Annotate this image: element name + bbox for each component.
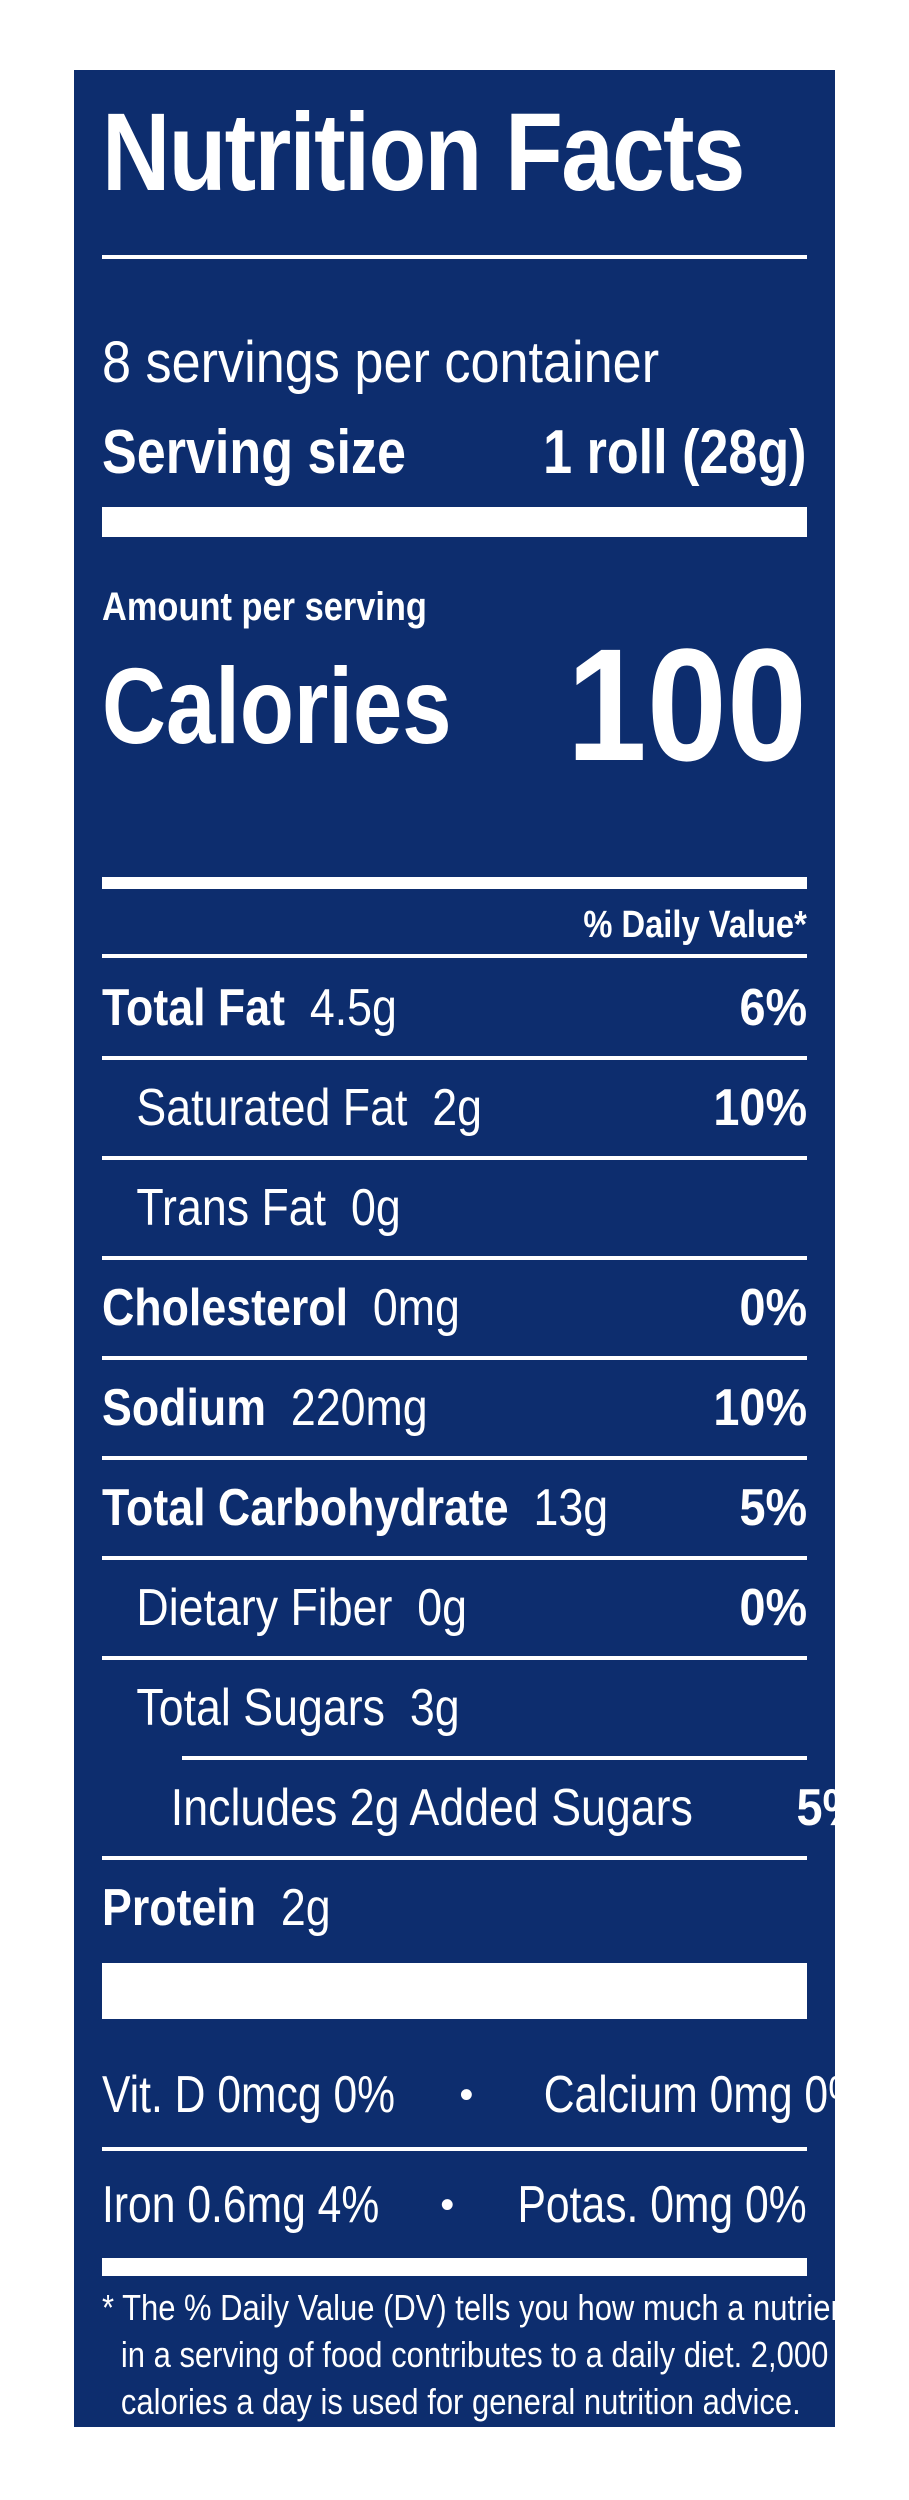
bullet-separator: •	[440, 2182, 455, 2227]
nutrition-facts-panel: Nutrition Facts 8 servings per container…	[74, 70, 866, 2427]
nutrient-row-trans-fat: Trans Fat 0g	[102, 1160, 807, 1256]
nutrient-row-protein: Protein 2g	[102, 1860, 807, 1956]
divider	[102, 1556, 807, 1560]
thick-divider	[102, 507, 807, 537]
nutrient-row-saturated-fat: Saturated Fat 2g 10%	[102, 1060, 807, 1156]
divider	[102, 1156, 807, 1160]
divider	[182, 1756, 807, 1760]
divider	[102, 255, 807, 259]
vitamins-row-2: Iron 0.6mg 4% • Potas. 0mg 0%	[102, 2155, 807, 2255]
divider	[102, 1856, 807, 1860]
nutrient-amount: 3g	[409, 1679, 460, 1737]
divider	[102, 1356, 807, 1360]
serving-size-row: Serving size 1 roll (28g)	[102, 415, 807, 491]
bullet-separator: •	[459, 2072, 474, 2117]
divider	[102, 1256, 807, 1260]
iron: Iron 0.6mg 4%	[102, 2176, 380, 2234]
nutrient-row-total-sugars: Total Sugars 3g	[102, 1660, 807, 1756]
vitamin-d-calcium-left: Vit. D 0mcg 0%	[102, 2066, 396, 2124]
nutrient-row-dietary-fiber: Dietary Fiber 0g 0%	[102, 1560, 807, 1656]
nutrient-name: Includes 2g Added Sugars	[170, 1779, 693, 1837]
vitamins-row-1: Vit. D 0mcg 0% • Calcium 0mg 0%	[102, 2045, 866, 2145]
nutrient-name: Cholesterol	[102, 1279, 349, 1337]
nutrient-amount: 4.5g	[309, 979, 397, 1037]
nutrient-row-total-fat: Total Fat 4.5g 6%	[102, 960, 807, 1056]
nutrient-daily-value: 0%	[739, 1579, 807, 1637]
nutrient-amount: 220mg	[290, 1379, 428, 1437]
divider	[102, 1056, 807, 1060]
nutrient-amount: 2g	[432, 1079, 482, 1137]
nutrient-daily-value: 5%	[739, 1479, 807, 1537]
label-title: Nutrition Facts	[102, 91, 745, 214]
serving-size-value: 1 roll (28g)	[543, 418, 807, 487]
nutrient-daily-value: 5%	[796, 1779, 865, 1837]
nutrient-row-added-sugars: Includes 2g Added Sugars 5%	[102, 1760, 864, 1856]
nutrient-amount: 0mg	[372, 1279, 460, 1337]
amount-per-serving: Amount per serving	[102, 585, 427, 629]
divider	[102, 1656, 807, 1660]
daily-value-header: % Daily Value*	[102, 900, 807, 950]
thick-divider	[102, 1963, 807, 2019]
daily-value-header-text: % Daily Value*	[583, 904, 807, 946]
nutrient-daily-value: 6%	[739, 979, 807, 1037]
footnote-line-3: calories a day is used for general nutri…	[120, 2381, 801, 2422]
nutrient-amount: 13g	[533, 1479, 609, 1537]
nutrient-amount: 0g	[417, 1579, 467, 1637]
calories-value: 100	[566, 615, 807, 794]
nutrient-amount: 0g	[350, 1179, 401, 1237]
nutrient-daily-value: 10%	[713, 1379, 807, 1437]
servings-per-container: 8 servings per container	[102, 330, 660, 395]
nutrient-name: Saturated Fat	[136, 1079, 408, 1137]
nutrient-name: Total Carbohydrate	[102, 1479, 509, 1537]
divider	[102, 2147, 807, 2151]
nutrient-row-total-carbohydrate: Total Carbohydrate 13g 5%	[102, 1460, 807, 1556]
nutrient-name: Dietary Fiber	[136, 1579, 393, 1637]
nutrient-row-cholesterol: Cholesterol 0mg 0%	[102, 1260, 807, 1356]
serving-size-label: Serving size	[102, 418, 406, 487]
medium-divider	[102, 877, 807, 889]
calories-row: Calories 100	[102, 610, 807, 800]
nutrient-name: Protein	[102, 1879, 257, 1937]
footnote-line-2: in a serving of food contributes to a da…	[120, 2334, 829, 2375]
calories-label: Calories	[102, 644, 452, 766]
medium-divider	[102, 2258, 807, 2276]
nutrient-name: Total Sugars	[136, 1679, 385, 1737]
footnote-line-1: * The % Daily Value (DV) tells you how m…	[102, 2287, 857, 2328]
divider	[102, 954, 807, 958]
nutrient-daily-value: 10%	[713, 1079, 807, 1137]
divider	[102, 1456, 807, 1460]
nutrient-name: Total Fat	[102, 979, 286, 1037]
daily-value-footnote: * The % Daily Value (DV) tells you how m…	[102, 2284, 857, 2425]
calcium: Calcium 0mg 0%	[544, 2066, 867, 2124]
nutrient-name: Trans Fat	[136, 1179, 327, 1237]
nutrient-name: Sodium	[102, 1379, 266, 1437]
nutrient-row-sodium: Sodium 220mg 10%	[102, 1360, 807, 1456]
nutrient-amount: 2g	[280, 1879, 331, 1937]
potassium: Potas. 0mg 0%	[517, 2176, 807, 2234]
nutrient-daily-value: 0%	[739, 1279, 807, 1337]
